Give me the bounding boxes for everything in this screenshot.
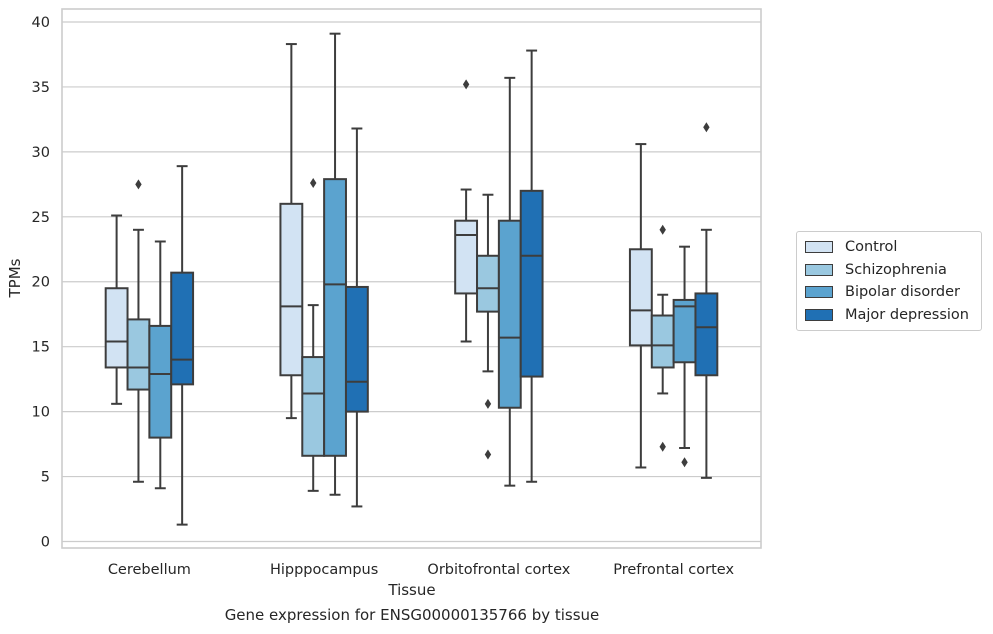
x-axis-ticks: Cerebellum Hipppocampus Orbitofrontal cort…: [108, 562, 735, 578]
box-orbitofrontal-cortex: [519, 49, 544, 483]
outlier-point: [659, 441, 666, 452]
legend-label: Schizophrenia: [845, 261, 947, 278]
legend-swatch: [805, 308, 833, 321]
box-orbitofrontal-cortex: [454, 79, 479, 343]
box-prefrontal-cortex: [672, 245, 697, 468]
box-iqr: [694, 292, 719, 377]
box-iqr: [519, 189, 544, 378]
outlier-point: [703, 122, 710, 133]
box-iqr: [628, 248, 653, 347]
box-iqr: [126, 318, 151, 391]
box-iqr: [104, 287, 129, 369]
legend-label: Bipolar disorder: [845, 284, 960, 301]
box-iqr: [344, 285, 369, 413]
outlier-point: [462, 79, 470, 90]
legend-swatch: [805, 286, 833, 299]
box-hipppocampus: [344, 127, 369, 508]
box-orbitofrontal-cortex: [476, 193, 500, 460]
x-tick-label: Orbitofrontal cortex: [427, 562, 570, 578]
y-tick-label: 25: [32, 210, 50, 226]
series-schizophrenia: [126, 178, 675, 492]
box-cerebellum: [126, 179, 151, 483]
box-iqr: [170, 271, 195, 386]
legend-label: Major depression: [845, 306, 969, 323]
grid-lines: [62, 21, 761, 543]
y-tick-label: 0: [41, 535, 50, 551]
y-tick-label: 30: [32, 145, 50, 161]
box-iqr: [323, 178, 347, 457]
outlier-point: [484, 398, 492, 409]
box-prefrontal-cortex: [628, 143, 653, 469]
box-iqr: [650, 314, 675, 369]
box-iqr: [476, 254, 500, 313]
legend: Control Schizophrenia Bipolar disorder Majo…: [796, 231, 982, 331]
legend-swatch: [805, 241, 833, 254]
box-cerebellum: [104, 214, 129, 405]
box-prefrontal-cortex: [694, 122, 719, 479]
box-prefrontal-cortex: [650, 224, 675, 452]
y-tick-label: 40: [32, 15, 50, 31]
outlier-point: [681, 457, 688, 468]
legend-label: Control: [845, 239, 898, 256]
box-cerebellum: [170, 165, 195, 526]
y-axis-ticks: 0 5 10 15 20 25 30 35 40: [32, 15, 50, 551]
x-axis-label: Tissue: [387, 581, 435, 599]
box-hipppocampus: [279, 43, 304, 420]
y-tick-label: 20: [32, 275, 50, 291]
y-tick-label: 10: [32, 405, 50, 421]
x-tick-label: Cerebellum: [108, 562, 191, 578]
y-axis-label: TPMs: [6, 258, 24, 298]
box-iqr: [301, 356, 326, 457]
y-tick-label: 5: [41, 470, 50, 486]
box-orbitofrontal-cortex: [497, 76, 522, 487]
box-iqr: [148, 324, 173, 439]
legend-item: Control: [805, 236, 981, 259]
outlier-point: [659, 224, 666, 235]
box-hipppocampus: [323, 32, 347, 496]
box-iqr: [454, 219, 479, 295]
box-hipppocampus: [301, 178, 326, 492]
box-iqr: [672, 298, 697, 364]
outlier-point: [135, 179, 142, 190]
box-series: [104, 32, 719, 526]
box-iqr: [497, 219, 522, 409]
figure-caption: Gene expression for ENSG00000135766 by t…: [224, 606, 600, 624]
outlier-point: [484, 449, 492, 460]
y-tick-label: 15: [32, 340, 50, 356]
series-control: [104, 43, 653, 469]
legend-swatch: [805, 263, 833, 276]
legend-item: Schizophrenia: [805, 259, 981, 282]
series-major-depression: [170, 49, 719, 526]
outlier-point: [310, 178, 317, 189]
box-iqr: [279, 202, 304, 377]
x-tick-label: Prefrontal cortex: [613, 562, 734, 578]
legend-item: Bipolar disorder: [805, 281, 981, 304]
box-cerebellum: [148, 240, 173, 490]
x-tick-label: Hipppocampus: [270, 562, 378, 578]
series-bipolar-disorder: [148, 32, 697, 496]
y-tick-label: 35: [32, 80, 50, 96]
legend-item: Major depression: [805, 304, 981, 327]
plot-frame: [61, 8, 762, 549]
